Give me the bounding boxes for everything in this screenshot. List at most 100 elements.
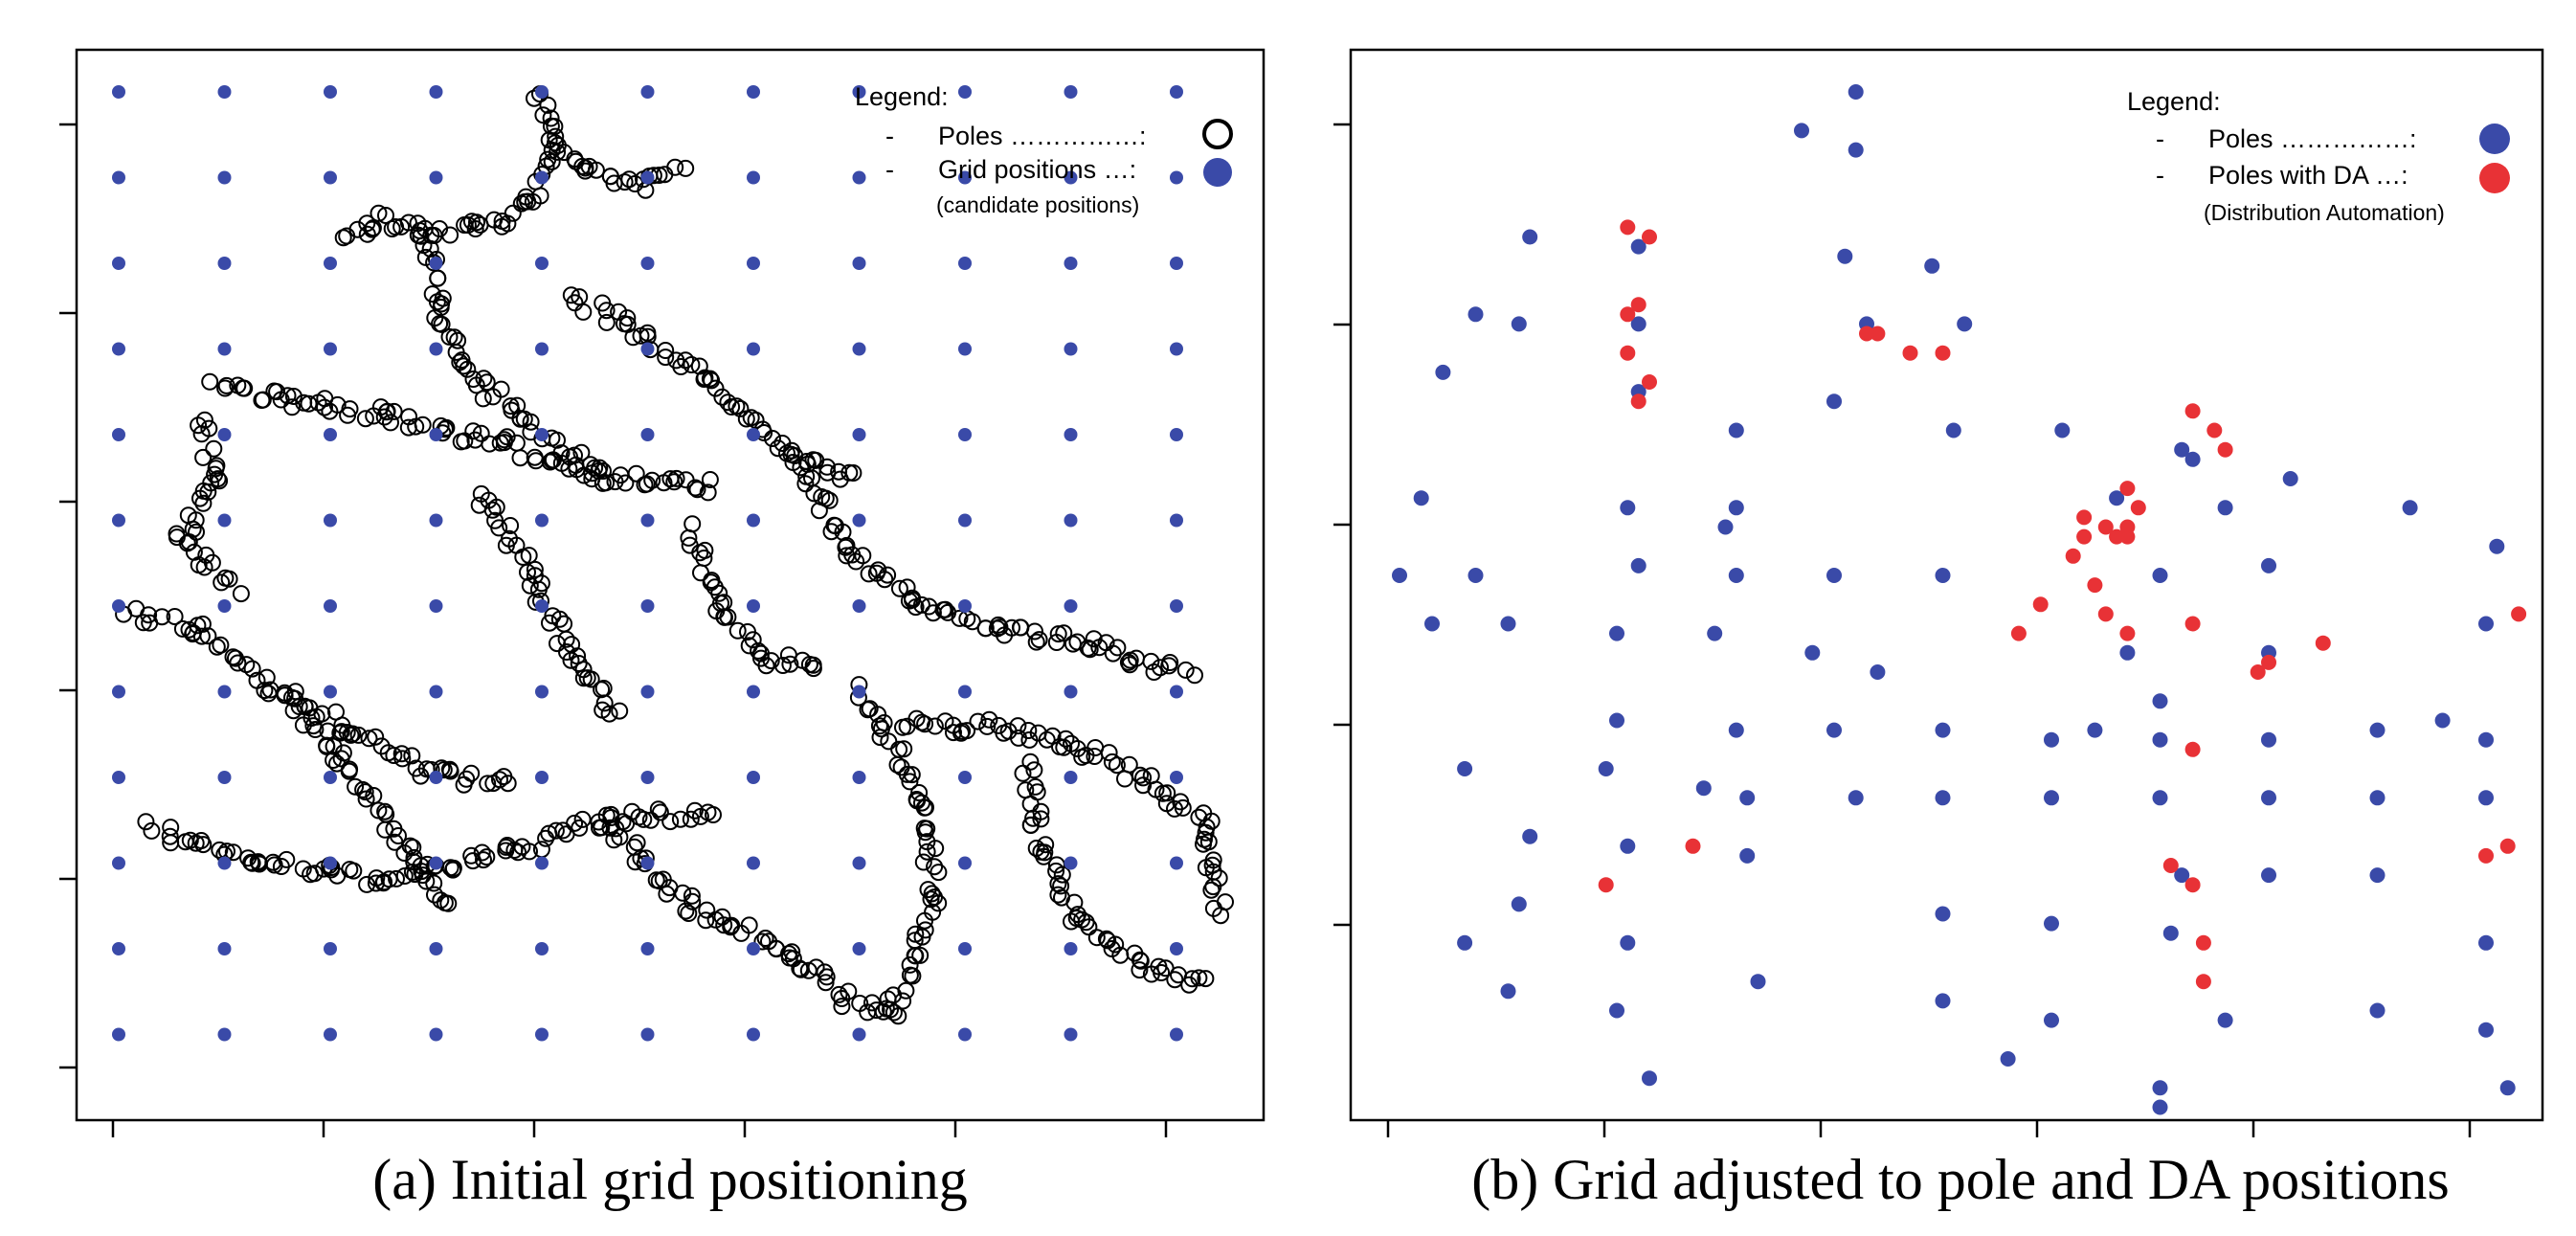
pole-marker — [455, 357, 473, 375]
pole-marker — [888, 755, 907, 774]
pole-marker — [936, 600, 954, 618]
pole-marker — [211, 472, 229, 490]
pole-marker — [1108, 756, 1126, 775]
pole-marker — [339, 406, 357, 424]
panel-b-legend: Legend: - Poles ……………: - Poles with DA …… — [2127, 87, 2510, 225]
pole-marker — [1134, 776, 1153, 795]
pole-marker — [657, 342, 675, 359]
da-pole-point — [2065, 548, 2081, 564]
grid-position-point — [1170, 771, 1183, 784]
pole-marker — [566, 814, 584, 832]
grid-position-point — [1170, 85, 1183, 99]
grid-position-point — [747, 942, 760, 955]
pole-marker — [680, 905, 698, 922]
grid-position-point — [324, 170, 337, 185]
pole-marker — [382, 414, 399, 432]
pole-marker — [194, 494, 213, 512]
grid-position-point — [1064, 685, 1078, 699]
pole-marker — [753, 933, 772, 951]
pole-marker — [388, 869, 405, 888]
pole-marker — [1053, 865, 1071, 884]
grid-position-point — [429, 942, 443, 955]
pole-marker — [168, 525, 186, 543]
pole-marker — [497, 536, 515, 554]
grid-position-point — [640, 599, 655, 613]
pole-marker — [895, 740, 913, 758]
pole-marker — [703, 371, 721, 390]
pole-point — [1609, 712, 1624, 729]
grid-position-point — [958, 685, 972, 699]
pole-marker — [440, 327, 459, 346]
pole-point — [2184, 451, 2201, 467]
pole-marker — [1052, 877, 1070, 895]
grid-position-point — [324, 1027, 337, 1042]
pole-marker — [254, 391, 272, 409]
grid-position-point — [535, 599, 549, 613]
da-pole-point — [2261, 654, 2276, 670]
da-pole-point — [1685, 838, 1701, 854]
grid-position-point — [958, 942, 972, 955]
pole-marker — [1057, 730, 1075, 748]
pole-marker — [1014, 764, 1032, 782]
grid-position-point — [217, 428, 232, 441]
pole-marker — [318, 736, 336, 754]
pole-point — [1522, 229, 1538, 245]
pole-marker — [1097, 930, 1115, 948]
pole-marker — [356, 783, 374, 801]
grid-position-point — [324, 771, 337, 784]
grid-position-point — [324, 856, 337, 870]
pole-marker — [1195, 835, 1212, 853]
pole-marker — [1190, 969, 1208, 987]
pole-marker — [405, 848, 423, 866]
pole-marker — [354, 780, 372, 798]
grid-position-point — [112, 599, 125, 613]
da-pole-point — [2250, 664, 2266, 680]
grid-position-point — [535, 856, 549, 870]
grid-position-point — [852, 685, 866, 699]
pole-marker — [680, 528, 698, 547]
pole-point — [2369, 1002, 2386, 1019]
pole-marker — [918, 820, 936, 838]
pole-marker — [657, 348, 675, 367]
pole-marker — [930, 864, 948, 882]
pole-marker — [392, 745, 411, 763]
pole-marker — [1134, 769, 1153, 787]
pole-point — [1467, 306, 1484, 323]
pole-marker — [520, 547, 538, 565]
pole-marker — [407, 417, 425, 436]
pole-point — [1957, 316, 1973, 332]
grid-position-point — [640, 856, 655, 870]
panel-b-ticks — [1333, 123, 2472, 1137]
pole-point — [1935, 568, 1951, 583]
pole-marker — [541, 453, 559, 471]
da-pole-point — [1642, 229, 1657, 245]
pole-marker — [499, 775, 517, 793]
pole-marker — [907, 598, 925, 617]
pole-marker — [574, 669, 593, 687]
pole-marker — [212, 636, 230, 654]
pole-marker — [586, 459, 604, 477]
grid-position-point — [1064, 428, 1078, 441]
da-pole-point — [2315, 635, 2331, 651]
pole-marker — [674, 884, 692, 902]
grid-position-point — [429, 428, 443, 441]
pole-marker — [1186, 666, 1203, 685]
pole-marker — [833, 998, 851, 1016]
pole-marker — [190, 416, 208, 435]
pole-marker — [817, 974, 835, 992]
grid-position-point — [112, 85, 125, 99]
pole-point — [2499, 1080, 2516, 1096]
pole-marker — [166, 608, 184, 625]
pole-marker — [1024, 809, 1042, 827]
pole-point — [1728, 500, 1744, 516]
pole-point — [1717, 519, 1734, 535]
pole-point — [2044, 731, 2059, 748]
grid-position-point — [217, 342, 232, 356]
pole-marker — [519, 563, 536, 581]
grid-position-point — [217, 85, 232, 99]
pole-marker — [750, 641, 768, 660]
pole-marker — [256, 682, 274, 700]
pole-marker — [688, 481, 706, 499]
pole-marker — [927, 840, 945, 858]
grid-position-point — [1170, 685, 1183, 699]
